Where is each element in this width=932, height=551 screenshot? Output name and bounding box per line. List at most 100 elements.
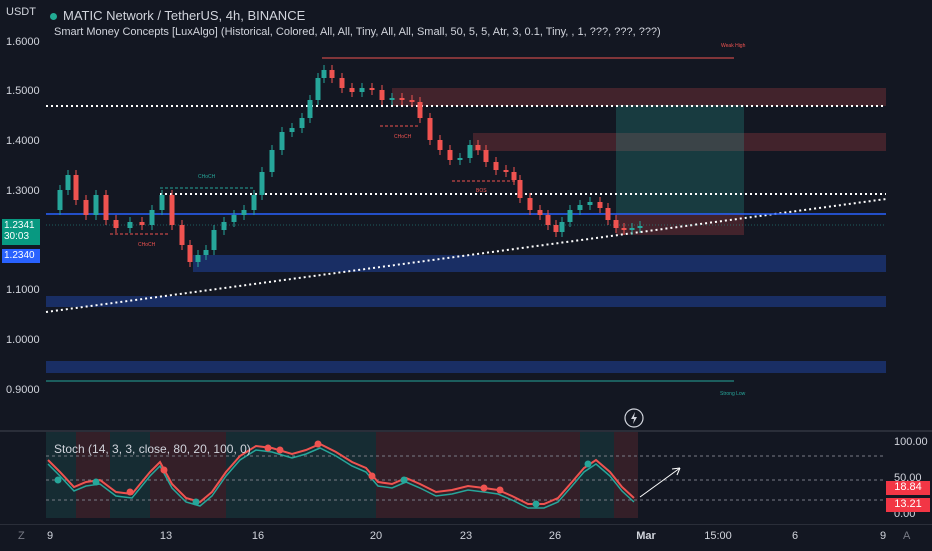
supply-zone-1 xyxy=(392,88,886,106)
chart-title[interactable]: MATIC Network / TetherUS, 4h, BINANCE xyxy=(50,8,305,23)
choch-label-2: CHoCH xyxy=(138,242,156,248)
candle xyxy=(269,150,275,172)
time-tick: 23 xyxy=(459,530,473,542)
candle xyxy=(251,195,257,210)
candle xyxy=(187,245,193,262)
stoch-cross-marker xyxy=(368,472,376,480)
candle xyxy=(613,220,619,228)
candle xyxy=(211,230,217,250)
candle xyxy=(537,210,543,215)
stoch-cross-marker xyxy=(314,440,322,448)
stoch-cross-marker xyxy=(160,466,168,474)
candle xyxy=(427,118,433,140)
candle xyxy=(457,158,463,160)
candle xyxy=(73,175,79,200)
last-price-value: 1.2341 xyxy=(4,220,35,231)
symbol-status-dot xyxy=(50,13,57,21)
stoch-bg-segment xyxy=(150,432,226,518)
candle xyxy=(511,172,517,180)
candle xyxy=(621,228,627,230)
candle xyxy=(597,202,603,208)
stoch-tick: 100.00 xyxy=(894,436,928,448)
candle xyxy=(409,100,415,102)
bos-label: BOS xyxy=(476,188,487,194)
candle xyxy=(517,180,523,198)
price-tick: 1.5000 xyxy=(6,85,40,97)
candle xyxy=(179,225,185,245)
price-tick: 1.3000 xyxy=(6,185,40,197)
symbol-title: MATIC Network / TetherUS, 4h, BINANCE xyxy=(63,8,306,23)
stoch-cross-marker xyxy=(192,498,200,506)
price-tick: 1.4000 xyxy=(6,135,40,147)
strong-low-label: Strong Low xyxy=(720,391,746,397)
time-tick: 20 xyxy=(369,530,383,542)
candle xyxy=(437,140,443,150)
stoch-bg-segment xyxy=(110,432,150,518)
price-tick: 0.9000 xyxy=(6,384,40,396)
timezone-button[interactable]: Z xyxy=(18,530,25,542)
stoch-bg-segment xyxy=(614,432,638,518)
time-tick: 26 xyxy=(548,530,562,542)
stoch-cross-marker xyxy=(126,488,134,496)
candle xyxy=(503,170,509,172)
main-chart[interactable] xyxy=(0,0,932,430)
candle xyxy=(527,198,533,210)
candle xyxy=(399,98,405,100)
candle xyxy=(113,220,119,228)
candle xyxy=(315,78,321,100)
stoch-legend[interactable]: Stoch (14, 3, 3, close, 80, 20, 100, 0) xyxy=(54,442,251,456)
candle xyxy=(577,205,583,210)
candle xyxy=(65,175,71,190)
candle xyxy=(83,200,89,215)
lightning-icon xyxy=(624,408,644,428)
candle xyxy=(259,172,265,195)
candle xyxy=(241,210,247,215)
bar-countdown: 30:03 xyxy=(4,231,30,242)
stoch-cross-marker xyxy=(584,460,592,468)
candle xyxy=(349,88,355,92)
stoch-cross-marker xyxy=(92,478,100,486)
candle xyxy=(587,202,593,205)
stoch-cross-marker xyxy=(264,444,272,452)
candles xyxy=(57,65,643,267)
candle xyxy=(195,255,201,262)
time-tick: 9 xyxy=(879,530,887,542)
candle xyxy=(483,150,489,162)
time-tick: 6 xyxy=(791,530,799,542)
candle xyxy=(553,225,559,232)
candle xyxy=(329,70,335,78)
candle xyxy=(493,162,499,170)
candle xyxy=(307,100,313,118)
supply-zone-2 xyxy=(473,133,886,151)
trendline xyxy=(45,198,887,313)
candle xyxy=(369,88,375,90)
stoch-cross-marker xyxy=(496,486,504,494)
time-tick: 13 xyxy=(159,530,173,542)
stoch-pane[interactable] xyxy=(0,432,932,524)
candle xyxy=(289,128,295,132)
stoch-d-badge: 13.21 xyxy=(886,498,930,512)
position-zone-loss xyxy=(616,214,744,235)
choch-label-3: CHoCH xyxy=(394,134,412,140)
candle xyxy=(379,90,385,100)
candle xyxy=(139,222,145,225)
stoch-cross-marker xyxy=(54,476,62,484)
candle xyxy=(637,226,643,228)
candle xyxy=(605,208,611,220)
candle xyxy=(221,222,227,230)
stoch-k-line xyxy=(47,442,635,505)
candle xyxy=(57,190,63,210)
stoch-cross-marker xyxy=(400,476,408,484)
pane-separator[interactable] xyxy=(0,430,932,432)
last-price-badge: 1.2341 30:03 xyxy=(2,219,40,245)
indicator-legend[interactable]: Smart Money Concepts [LuxAlgo] (Historic… xyxy=(54,26,661,38)
demand-zone-2 xyxy=(46,296,886,307)
candle xyxy=(93,195,99,215)
candle xyxy=(149,210,155,225)
time-tick: 15:00 xyxy=(704,530,732,542)
candle xyxy=(159,195,165,210)
autoscale-button[interactable]: A xyxy=(903,530,911,542)
candle xyxy=(545,215,551,225)
time-axis[interactable] xyxy=(0,524,932,551)
price-tick: 1.0000 xyxy=(6,334,40,346)
